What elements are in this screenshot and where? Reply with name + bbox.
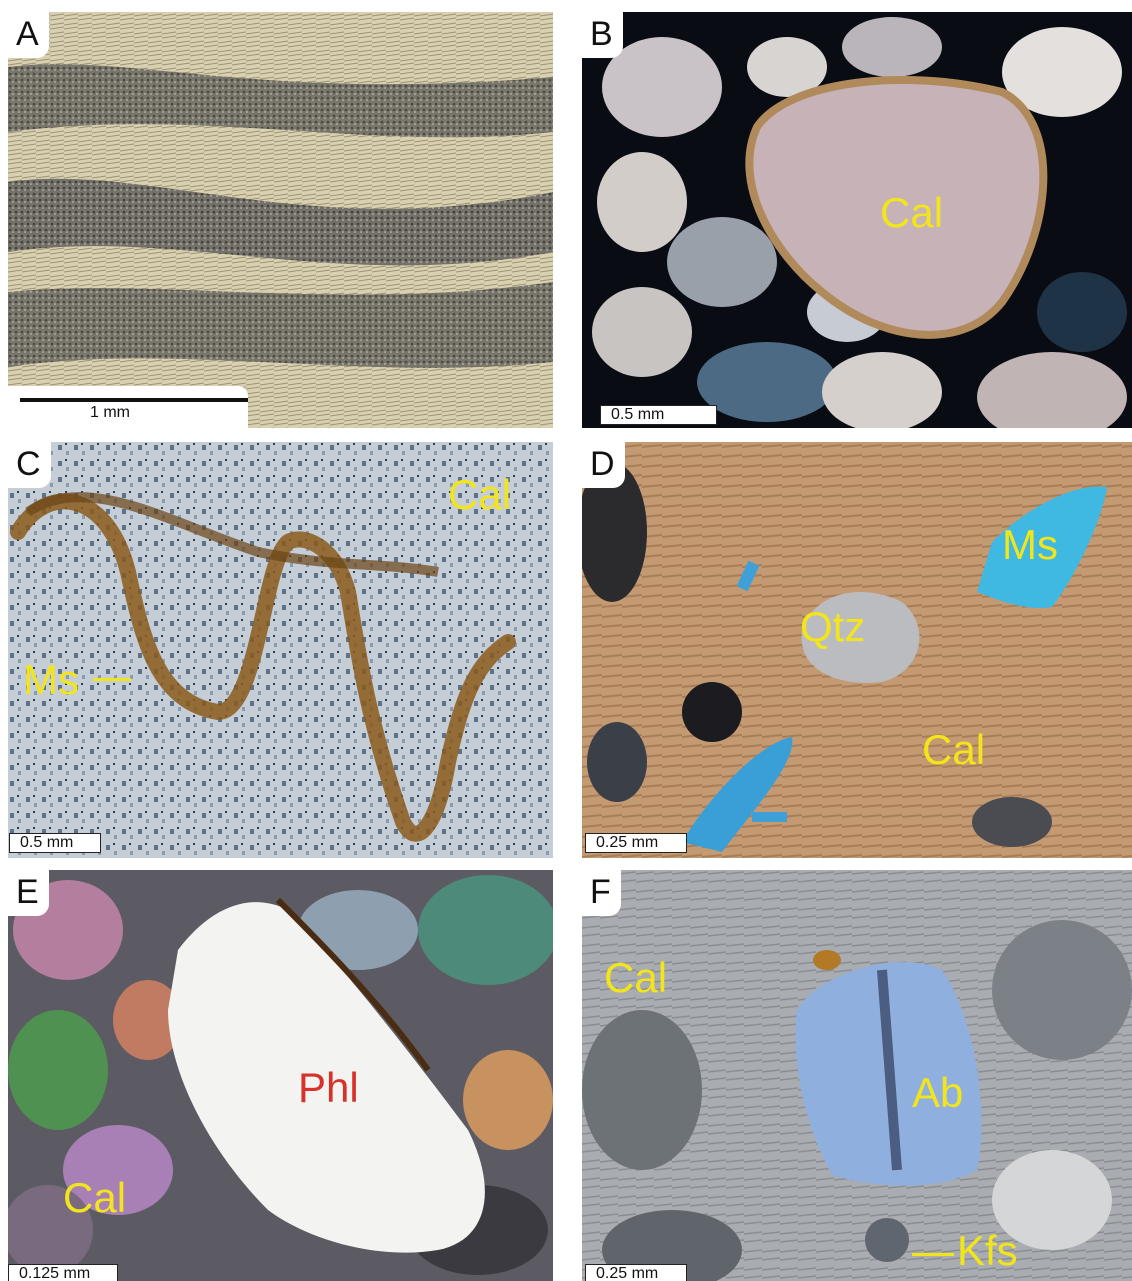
panel-f-micrograph	[582, 870, 1132, 1281]
panel-f-label-ab: Ab	[912, 1069, 964, 1116]
panel-a-scale-label: 1 mm	[90, 404, 130, 421]
panel-a-letter: A	[8, 12, 49, 58]
panel-e-letter: E	[8, 870, 49, 916]
panel-c-label-ms: Ms	[23, 656, 79, 703]
panel-c-letter: C	[8, 442, 51, 488]
panel-f-label-cal: Cal	[604, 954, 668, 1001]
panel-e: E Phl Cal 0.125 mm	[8, 870, 553, 1281]
panel-b-letter: B	[582, 12, 623, 58]
panel-d-scale-bar: 0.25 mm	[585, 833, 687, 853]
panel-e-micrograph	[8, 870, 553, 1281]
panel-c-label-cal: Cal	[448, 471, 512, 518]
panel-d-label-cal: Cal	[922, 726, 986, 773]
panel-f-letter: F	[582, 870, 621, 916]
panel-a-scale-bar: 1 mm	[8, 386, 248, 428]
panel-c-micrograph	[8, 442, 553, 858]
panel-f-scale-bar: 0.25 mm	[585, 1264, 687, 1281]
panel-a: A 1 mm	[8, 12, 553, 428]
panel-d-micrograph	[582, 442, 1132, 858]
panel-e-label-phl: Phl	[298, 1064, 359, 1111]
panel-a-scale-line	[20, 398, 248, 402]
panel-e-label-cal: Cal	[63, 1174, 127, 1221]
panel-a-micrograph	[8, 12, 553, 428]
panel-b-micrograph	[582, 12, 1132, 428]
panel-f: F Cal Ab Kfs 0.25 mm	[582, 870, 1132, 1281]
panel-b-scale-bar: 0.5 mm	[600, 405, 717, 425]
panel-c-ms-arrow	[93, 678, 131, 681]
panel-c-scale-bar: 0.5 mm	[9, 833, 101, 853]
panel-e-scale-bar: 0.125 mm	[8, 1264, 118, 1281]
panel-f-label-kfs: Kfs	[957, 1227, 1018, 1274]
panel-d: D Ms Qtz Cal 0.25 mm	[582, 442, 1132, 858]
panel-d-label-qtz: Qtz	[800, 603, 866, 650]
panel-b: B Cal 0.5 mm	[582, 12, 1132, 428]
panel-c: C Cal Ms 0.5 mm	[8, 442, 553, 858]
panel-d-letter: D	[582, 442, 625, 488]
panel-f-kfs-arrow	[912, 1253, 954, 1256]
panel-d-label-ms: Ms	[1002, 521, 1058, 568]
panel-b-label-cal: Cal	[880, 189, 944, 236]
